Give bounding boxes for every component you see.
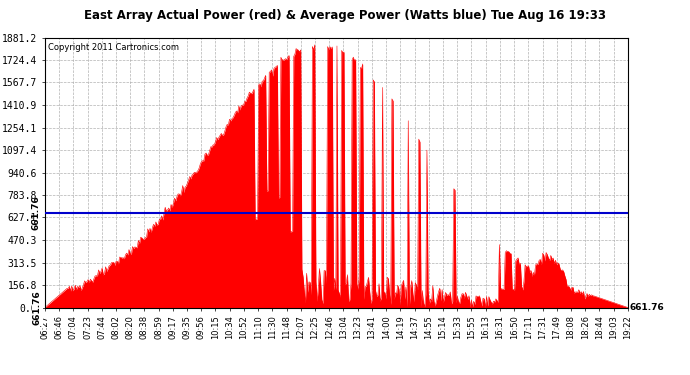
Text: 661.76: 661.76	[629, 303, 664, 312]
Text: 661.76: 661.76	[33, 290, 42, 325]
Text: Copyright 2011 Cartronics.com: Copyright 2011 Cartronics.com	[48, 43, 179, 52]
Text: 661.76: 661.76	[31, 195, 40, 230]
Text: East Array Actual Power (red) & Average Power (Watts blue) Tue Aug 16 19:33: East Array Actual Power (red) & Average …	[84, 9, 606, 22]
